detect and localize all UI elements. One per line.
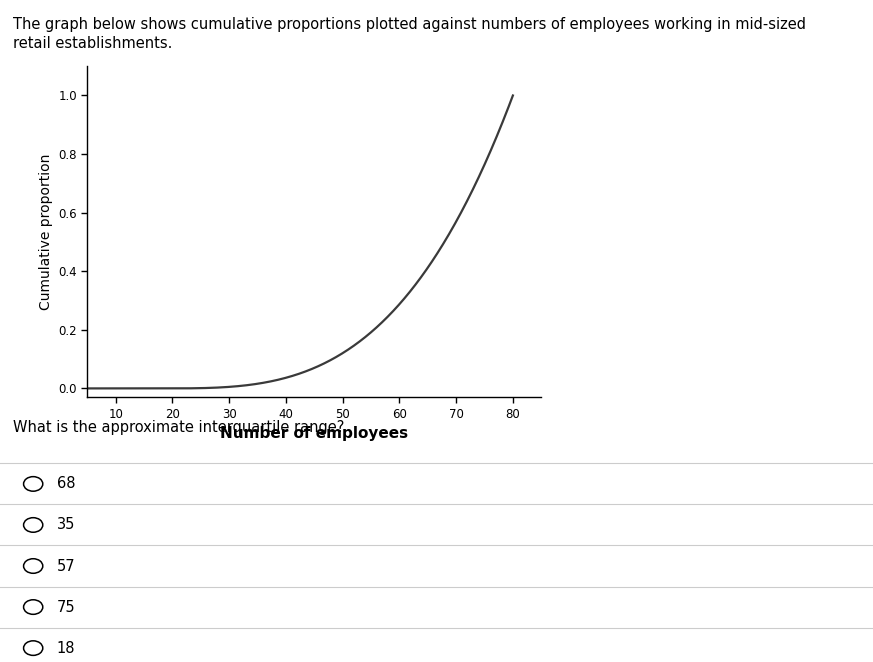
Text: 57: 57 <box>57 559 75 573</box>
X-axis label: Number of employees: Number of employees <box>220 426 409 441</box>
Text: 18: 18 <box>57 641 75 655</box>
Text: 68: 68 <box>57 477 75 491</box>
Text: What is the approximate interquartile range?: What is the approximate interquartile ra… <box>13 420 345 436</box>
Text: The graph below shows cumulative proportions plotted against numbers of employee: The graph below shows cumulative proport… <box>13 17 806 32</box>
Text: retail establishments.: retail establishments. <box>13 36 173 52</box>
Text: 75: 75 <box>57 600 75 614</box>
Y-axis label: Cumulative proportion: Cumulative proportion <box>38 154 52 310</box>
Text: 35: 35 <box>57 518 75 532</box>
